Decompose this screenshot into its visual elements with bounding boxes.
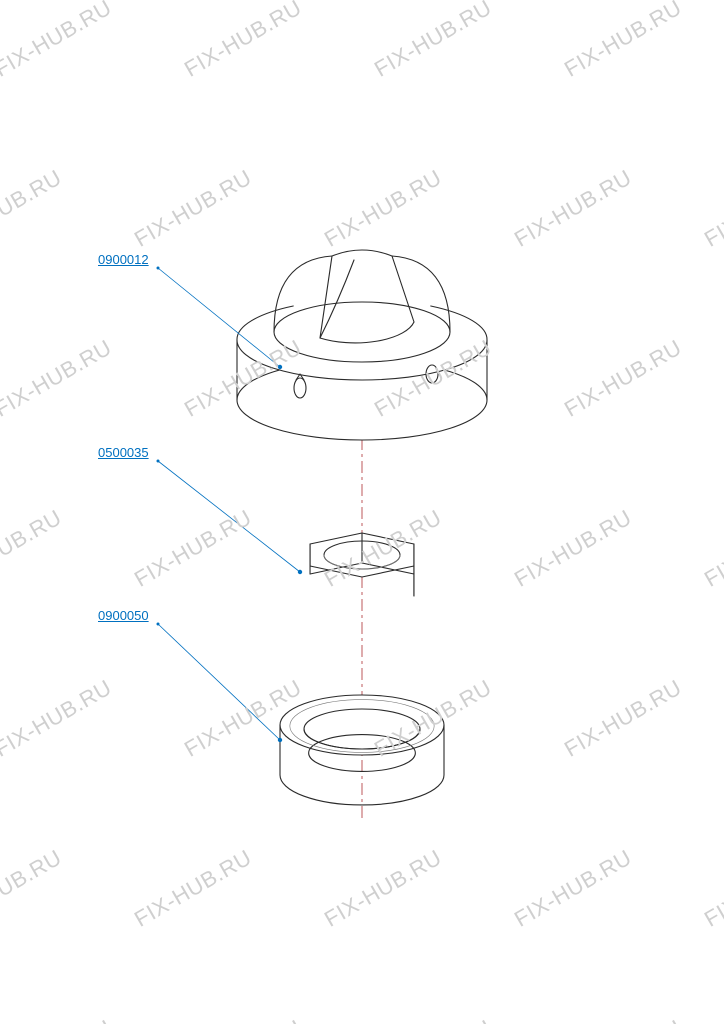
diagram-canvas: 0900012 0500035 0900050 FIX-HUB.RUFIX-HU… — [0, 0, 724, 1024]
exploded-view-svg — [0, 0, 724, 1024]
part-label-knob[interactable]: 0900012 — [98, 252, 149, 267]
part-label-nut[interactable]: 0500035 — [98, 445, 149, 460]
part-label-bezel[interactable]: 0900050 — [98, 608, 149, 623]
